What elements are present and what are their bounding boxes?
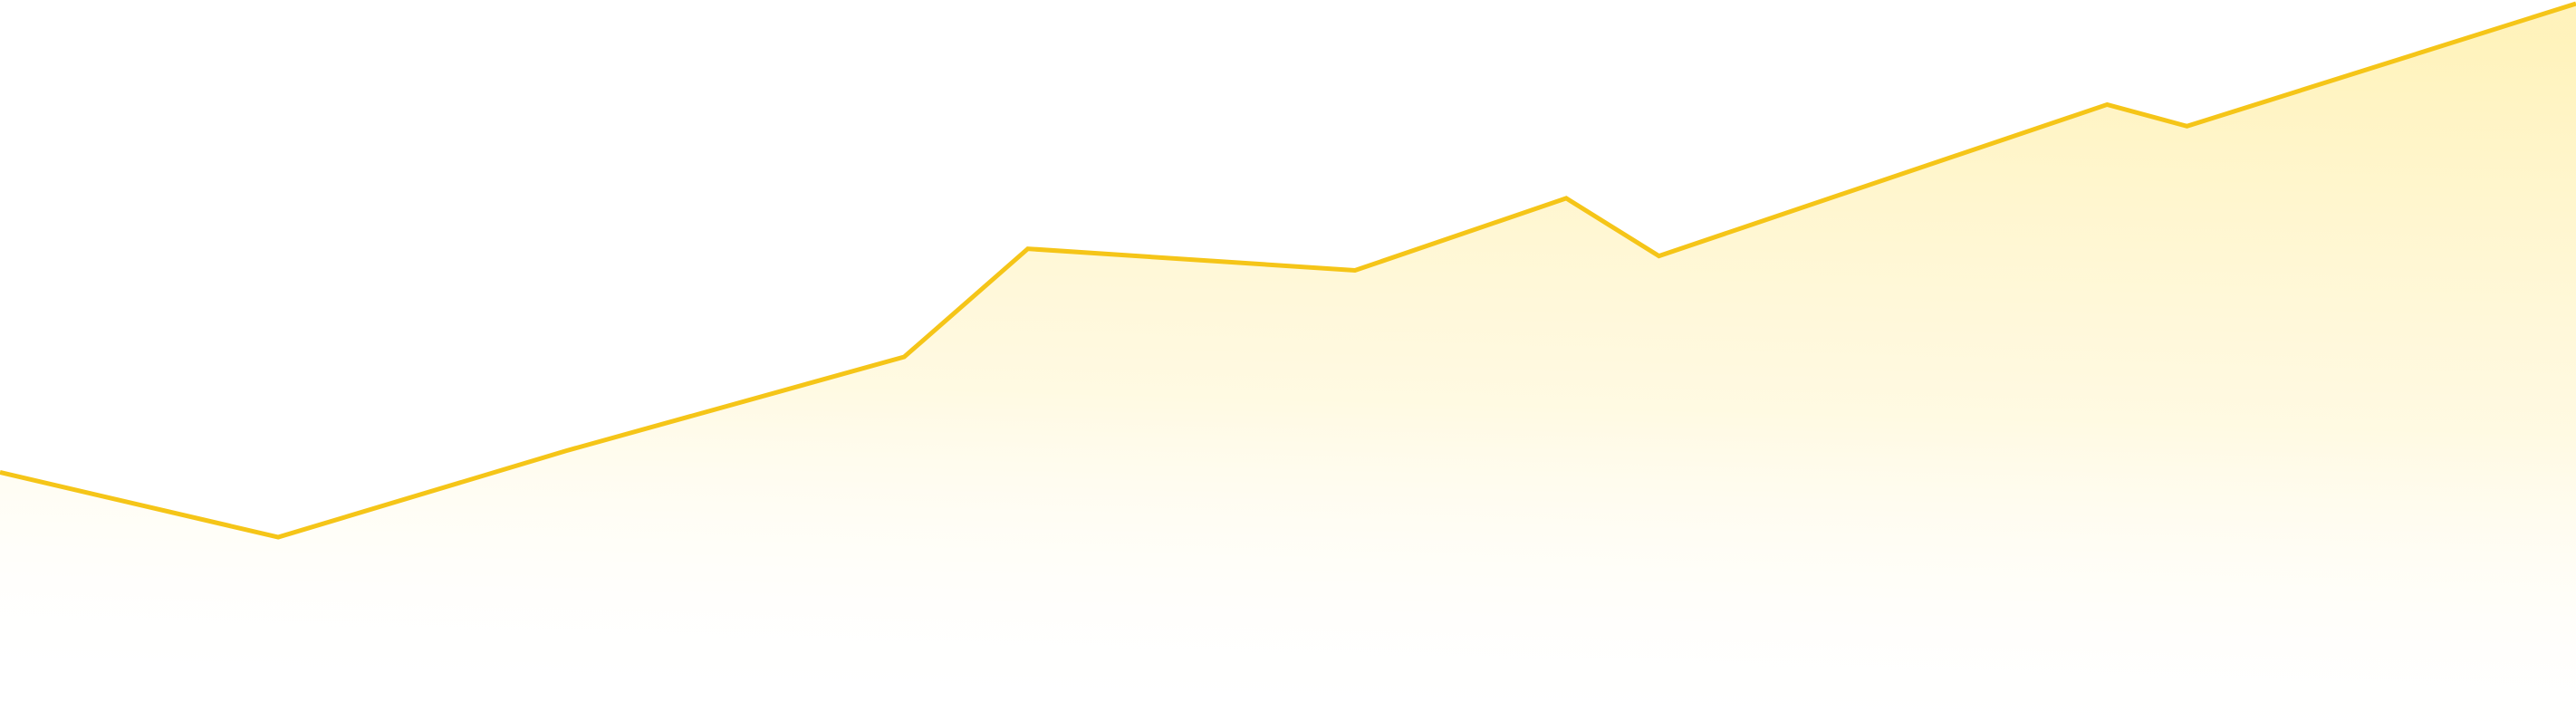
area-fill	[0, 4, 2576, 721]
series-line	[0, 1, 2576, 540]
